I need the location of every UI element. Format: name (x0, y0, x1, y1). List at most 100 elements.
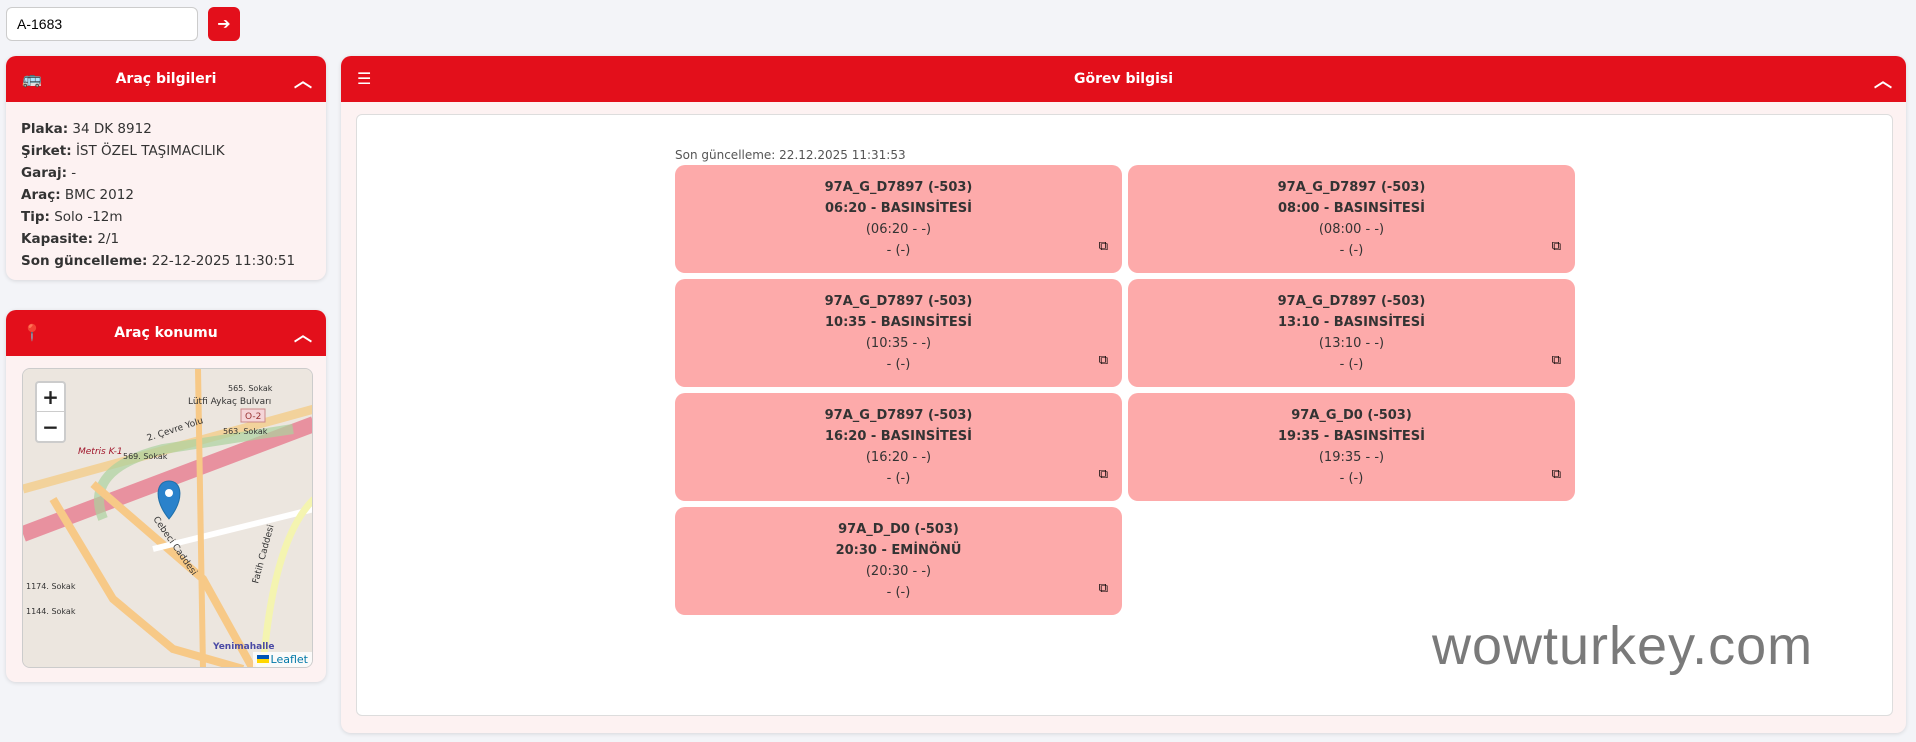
vehicle-location-panel: 📍 Araç konumu ︿ Lütfi Aykaç Bulvarı 2. Ç… (6, 310, 326, 682)
task-code: 97A_D_D0 (-503) (838, 522, 959, 537)
chevron-up-icon[interactable]: ︿ (294, 71, 312, 92)
map[interactable]: Lütfi Aykaç Bulvarı 2. Çevre Yolu O-2 Me… (22, 368, 313, 668)
vehicle-info-panel: 🚌 Araç bilgileri ︿ Plaka: 34 DK 8912 Şirk… (6, 56, 326, 280)
vehicle-info-header[interactable]: 🚌 Araç bilgileri ︿ (6, 56, 326, 102)
copy-icon[interactable]: ⧉ (1098, 467, 1108, 482)
list-icon: ☰ (357, 69, 372, 88)
info-value: 2/1 (97, 231, 120, 247)
search-submit-button[interactable]: ➔ (208, 7, 240, 41)
task-card[interactable]: 97A_G_D7897 (-503) 16:20 - BASINSİTESİ (… (675, 393, 1122, 501)
task-route: 06:20 - BASINSİTESİ (824, 201, 973, 216)
task-card[interactable]: 97A_G_D7897 (-503) 13:10 - BASINSİTESİ (… (1128, 279, 1575, 387)
info-value: BMC 2012 (64, 187, 134, 203)
task-time: (10:35 - -) (865, 336, 932, 351)
task-route: 16:20 - BASINSİTESİ (824, 429, 973, 444)
bus-icon: 🚌 (22, 69, 42, 88)
map-label: 565. Sokak (228, 384, 273, 393)
info-label: Garaj: (21, 165, 67, 181)
info-row: Şirket: İST ÖZEL TAŞIMACILIK (21, 140, 311, 162)
task-route: 19:35 - BASINSİTESİ (1277, 429, 1426, 444)
panel-title: Araç konumu (114, 325, 218, 341)
attribution-text[interactable]: Leaflet (270, 653, 308, 666)
task-extra: - (-) (1339, 357, 1364, 372)
info-row: Tip: Solo -12m (21, 206, 311, 228)
info-label: Son güncelleme: (21, 253, 148, 269)
map-label: Metris K-1 (78, 447, 123, 457)
map-label: 1174. Sokak (26, 582, 76, 591)
task-route: 08:00 - BASINSİTESİ (1277, 201, 1426, 216)
info-row: Araç: BMC 2012 (21, 184, 311, 206)
task-time: (19:35 - -) (1318, 450, 1385, 465)
map-pin-icon: 📍 (22, 323, 42, 342)
copy-icon[interactable]: ⧉ (1098, 353, 1108, 368)
task-time: (13:10 - -) (1318, 336, 1385, 351)
task-time: (20:30 - -) (865, 564, 932, 579)
chevron-up-icon[interactable]: ︿ (1874, 71, 1892, 92)
map-label: O-2 (245, 412, 261, 422)
task-time: (16:20 - -) (865, 450, 932, 465)
task-extra: - (-) (886, 471, 911, 486)
task-code: 97A_G_D7897 (-503) (1277, 180, 1426, 195)
copy-icon[interactable]: ⧉ (1551, 467, 1561, 482)
task-time: (06:20 - -) (865, 222, 932, 237)
map-label: 569. Sokak (123, 452, 168, 461)
info-row: Garaj: - (21, 162, 311, 184)
info-label: Plaka: (21, 121, 69, 137)
task-extra: - (-) (886, 357, 911, 372)
task-content: Son güncelleme: 22.12.2025 11:31:53 97A_… (356, 114, 1893, 716)
copy-icon[interactable]: ⧉ (1551, 239, 1561, 254)
task-extra: - (-) (1339, 471, 1364, 486)
info-label: Kapasite: (21, 231, 94, 247)
vehicle-search-input[interactable] (6, 7, 198, 41)
copy-icon[interactable]: ⧉ (1098, 239, 1108, 254)
map-label: Lütfi Aykaç Bulvarı (188, 397, 271, 407)
leaflet-attribution-link[interactable]: Leaflet (252, 652, 312, 667)
info-value: İST ÖZEL TAŞIMACILIK (75, 143, 225, 159)
info-value: Solo -12m (54, 209, 123, 225)
task-time: (08:00 - -) (1318, 222, 1385, 237)
panel-title: Görev bilgisi (1073, 71, 1174, 87)
task-code: 97A_G_D7897 (-503) (1277, 294, 1426, 309)
arrow-right-icon: ➔ (217, 16, 231, 33)
zoom-in-button[interactable]: + (37, 383, 64, 412)
info-label: Araç: (21, 187, 61, 203)
panel-title: Araç bilgileri (115, 71, 217, 87)
task-card[interactable]: 97A_G_D7897 (-503) 10:35 - BASINSİTESİ (… (675, 279, 1122, 387)
copy-icon[interactable]: ⧉ (1551, 353, 1561, 368)
task-code: 97A_G_D0 (-503) (1291, 408, 1412, 423)
flag-icon (256, 655, 269, 663)
info-value: 34 DK 8912 (72, 121, 152, 137)
task-route: 10:35 - BASINSİTESİ (824, 315, 973, 330)
task-code: 97A_G_D7897 (-503) (824, 408, 973, 423)
chevron-up-icon[interactable]: ︿ (294, 325, 312, 346)
task-extra: - (-) (1339, 243, 1364, 258)
task-card[interactable]: 97A_G_D0 (-503) 19:35 - BASINSİTESİ (19:… (1128, 393, 1575, 501)
task-card[interactable]: 97A_G_D7897 (-503) 08:00 - BASINSİTESİ (… (1128, 165, 1575, 273)
task-info-header[interactable]: ☰ Görev bilgisi ︿ (341, 56, 1906, 102)
info-label: Tip: (21, 209, 50, 225)
task-route: 13:10 - BASINSİTESİ (1277, 315, 1426, 330)
task-card[interactable]: 97A_D_D0 (-503) 20:30 - EMİNÖNÜ (20:30 -… (675, 507, 1122, 615)
task-card[interactable]: 97A_G_D7897 (-503) 06:20 - BASINSİTESİ (… (675, 165, 1122, 273)
task-code: 97A_G_D7897 (-503) (824, 180, 973, 195)
vehicle-location-header[interactable]: 📍 Araç konumu ︿ (6, 310, 326, 356)
info-value: 22-12-2025 11:30:51 (151, 253, 296, 269)
zoom-control: + − (35, 381, 66, 443)
info-label: Şirket: (21, 143, 72, 159)
info-value: - (71, 165, 77, 181)
info-row: Kapasite: 2/1 (21, 228, 311, 250)
task-route: 20:30 - EMİNÖNÜ (835, 543, 962, 558)
map-marker-icon[interactable] (157, 480, 181, 520)
copy-icon[interactable]: ⧉ (1098, 581, 1108, 596)
map-label: 563. Sokak (223, 427, 268, 436)
map-label: 1144. Sokak (26, 607, 76, 616)
info-row: Son güncelleme: 22-12-2025 11:30:51 (21, 250, 311, 272)
task-info-panel: ☰ Görev bilgisi ︿ Son güncelleme: 22.12.… (341, 56, 1906, 733)
watermark: wowturkey.com (1432, 616, 1814, 676)
task-extra: - (-) (886, 585, 911, 600)
zoom-out-button[interactable]: − (42, 414, 59, 439)
map-tiles: Lütfi Aykaç Bulvarı 2. Çevre Yolu O-2 Me… (23, 369, 312, 667)
last-updated-text: Son güncelleme: 22.12.2025 11:31:53 (675, 148, 906, 162)
info-row: Plaka: 34 DK 8912 (21, 118, 311, 140)
task-code: 97A_G_D7897 (-503) (824, 294, 973, 309)
